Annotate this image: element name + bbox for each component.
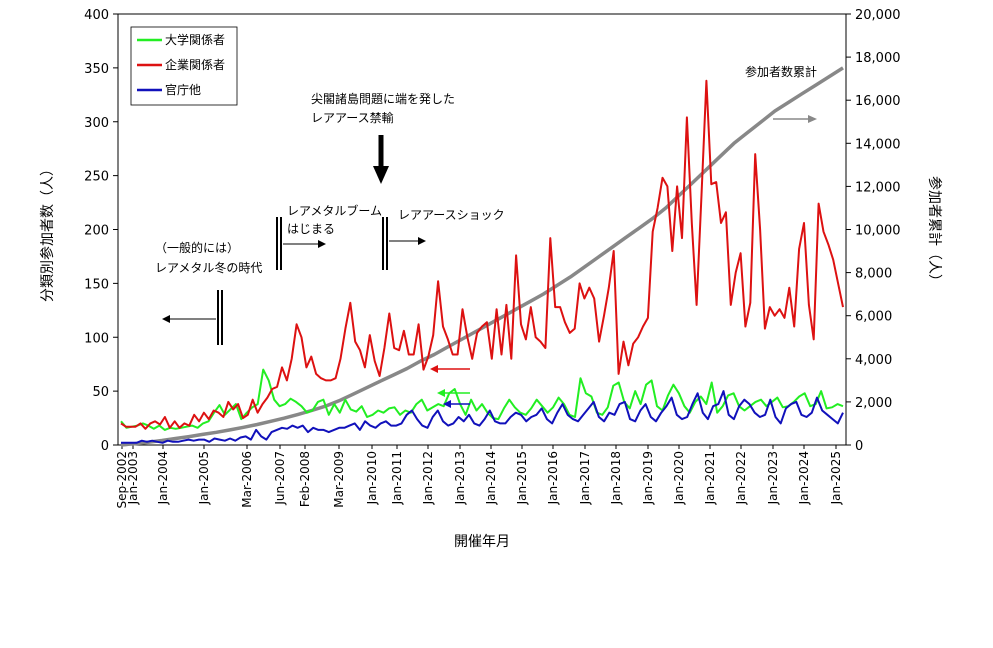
- annotation-cumulative: 参加者数累計: [745, 64, 817, 123]
- y-left-tick-label: 400: [84, 8, 109, 23]
- x-tick-label: Jan-2016: [546, 451, 560, 505]
- x-tick-label: Jan-2023: [766, 451, 780, 505]
- x-tick-label: Jan-2005: [197, 451, 211, 505]
- annotation-winter-line1: （一般的には）: [155, 240, 239, 255]
- embargo-arrow-head: [373, 166, 389, 184]
- y-left-tick-label: 300: [84, 116, 109, 131]
- y-right-tick-label: 2,000: [855, 396, 892, 411]
- red-series-arrow-head: [430, 365, 438, 373]
- x-tick-label: Jan-2022: [734, 451, 748, 505]
- y-right-tick-label: 18,000: [855, 51, 901, 66]
- green-series-arrow-head: [437, 389, 445, 397]
- x-tick-label: Jan-2017: [578, 451, 592, 505]
- y-left-tick-label: 100: [84, 331, 109, 346]
- y-left-tick-label: 250: [84, 170, 109, 185]
- x-tick-label: Jan-2015: [515, 451, 529, 505]
- annotation-rare-earth-shock: レアアースショック: [382, 208, 505, 270]
- legend-label-company: 企業関係者: [165, 57, 225, 72]
- y-right-tick-label: 6,000: [855, 310, 892, 325]
- boom-arrow-head: [318, 240, 326, 248]
- annotation-embargo-line1: 尖閣諸島問題に端を発した: [311, 91, 455, 106]
- y-axis-left-ticks: 0 50 100 150 200 250 300 350 400: [84, 8, 118, 454]
- y-right-tick-label: 16,000: [855, 94, 901, 109]
- y-right-tick-label: 4,000: [855, 353, 892, 368]
- x-tick-label: Sep-2002: [115, 451, 129, 509]
- y-right-tick-label: 10,000: [855, 224, 901, 239]
- x-tick-label: Jan-2010: [365, 451, 379, 505]
- y-left-tick-label: 0: [101, 439, 109, 454]
- annotation-boom-line2: はじまる: [287, 222, 335, 236]
- x-tick-label: Jun-2007: [273, 451, 287, 506]
- winter-arrow-head: [162, 315, 170, 323]
- legend-label-university: 大学関係者: [165, 32, 225, 47]
- y-axis-left-title: 分類別参加者数（人）: [39, 162, 56, 302]
- annotation-cumulative-label: 参加者数累計: [745, 64, 817, 79]
- annotation-rare-metal-boom: レアメタルブーム はじまる: [276, 203, 382, 270]
- x-tick-label: Jan-2018: [609, 451, 623, 505]
- y-right-tick-label: 14,000: [855, 137, 901, 152]
- x-tick-label: Jan-2020: [672, 451, 686, 505]
- series-line-government: [121, 390, 844, 444]
- plot-area: [117, 13, 847, 446]
- x-tick-label: Jan-2004: [156, 451, 170, 505]
- x-tick-label: Jan-2019: [641, 451, 655, 505]
- y-left-tick-label: 150: [84, 277, 109, 292]
- x-tick-label: Jan-2013: [453, 451, 467, 505]
- y-left-tick-label: 50: [92, 385, 109, 400]
- x-tick-label: Mar-2009: [332, 451, 346, 508]
- x-tick-label: Jan-2014: [484, 451, 498, 505]
- y-axis-right-ticks: 0 2,000 4,000 6,000 8,000 10,000 12,000 14,000 1…: [846, 8, 901, 454]
- series-layer: [120, 66, 844, 447]
- y-right-tick-label: 12,000: [855, 180, 901, 195]
- annotation-rare-earth-embargo: 尖閣諸島問題に端を発した レアアース禁輸: [311, 91, 455, 184]
- y-left-tick-label: 200: [84, 224, 109, 239]
- annotation-embargo-line2: レアアース禁輸: [311, 110, 394, 125]
- annotation-winter-line2: レアメタル冬の時代: [155, 260, 262, 275]
- series-line-company: [120, 79, 844, 430]
- series-pointer-arrows: [430, 365, 470, 408]
- annotation-shock-label: レアアースショック: [398, 208, 505, 222]
- y-right-tick-label: 8,000: [855, 267, 892, 282]
- annotation-boom-line1: レアメタルブーム: [287, 203, 382, 218]
- legend-label-government: 官庁他: [165, 82, 201, 97]
- x-tick-label: Mar-2006: [240, 451, 254, 508]
- cumulative-arrow-head: [808, 115, 817, 123]
- x-tick-label: Jan-2012: [421, 451, 435, 505]
- shock-arrow-head: [418, 237, 426, 245]
- x-tick-label: Feb-2008: [298, 451, 312, 507]
- y-left-tick-label: 350: [84, 62, 109, 77]
- legend: 大学関係者 企業関係者 官庁他: [130, 26, 238, 106]
- y-right-tick-label: 0: [855, 439, 863, 454]
- x-tick-label: Jan-2011: [390, 451, 404, 505]
- x-tick-label: Jan-2003: [126, 451, 140, 505]
- blue-series-arrow-head: [443, 400, 451, 408]
- x-tick-label: Jan-2021: [703, 451, 717, 505]
- y-axis-right-title: 参加者累計（人）: [926, 176, 943, 288]
- series-line-university: [120, 368, 844, 431]
- y-right-tick-label: 20,000: [855, 8, 901, 23]
- x-tick-label: Jan-2024: [797, 451, 811, 505]
- annotation-rare-metal-winter: （一般的には） レアメタル冬の時代: [155, 240, 262, 345]
- x-axis-title: 開催年月: [454, 534, 510, 550]
- x-tick-label: Jan-2025: [829, 451, 843, 505]
